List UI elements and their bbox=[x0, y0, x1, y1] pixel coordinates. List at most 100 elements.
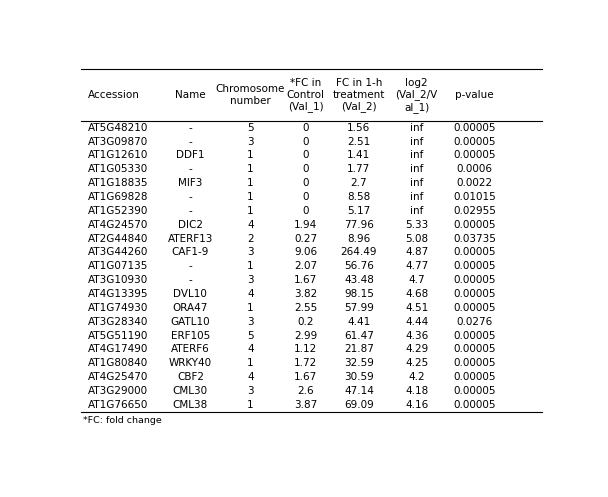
Text: DDF1: DDF1 bbox=[176, 151, 205, 161]
Text: 21.87: 21.87 bbox=[344, 344, 374, 354]
Text: 1.77: 1.77 bbox=[347, 165, 370, 174]
Text: -: - bbox=[188, 123, 192, 133]
Text: 43.48: 43.48 bbox=[344, 275, 374, 285]
Text: 0: 0 bbox=[303, 165, 309, 174]
Text: 0.00005: 0.00005 bbox=[453, 331, 496, 340]
Text: *FC in
Control
(Val_1): *FC in Control (Val_1) bbox=[287, 78, 325, 112]
Text: 0.00005: 0.00005 bbox=[453, 344, 496, 354]
Text: AT3G28340: AT3G28340 bbox=[88, 317, 148, 327]
Text: AT4G13395: AT4G13395 bbox=[88, 289, 148, 299]
Text: 0: 0 bbox=[303, 151, 309, 161]
Text: 1: 1 bbox=[247, 303, 254, 313]
Text: 2.99: 2.99 bbox=[294, 331, 317, 340]
Text: 0.00005: 0.00005 bbox=[453, 261, 496, 271]
Text: Name: Name bbox=[175, 90, 206, 100]
Text: 4: 4 bbox=[247, 344, 254, 354]
Text: 5: 5 bbox=[247, 123, 254, 133]
Text: 0.01015: 0.01015 bbox=[453, 192, 496, 202]
Text: 1.12: 1.12 bbox=[294, 344, 317, 354]
Text: 0.00005: 0.00005 bbox=[453, 372, 496, 382]
Text: inf: inf bbox=[410, 151, 423, 161]
Text: 0.27: 0.27 bbox=[294, 234, 317, 244]
Text: 0: 0 bbox=[303, 137, 309, 147]
Text: 4.44: 4.44 bbox=[405, 317, 428, 327]
Text: 4.25: 4.25 bbox=[405, 358, 428, 368]
Text: 0: 0 bbox=[303, 123, 309, 133]
Text: inf: inf bbox=[410, 192, 423, 202]
Text: 8.58: 8.58 bbox=[347, 192, 370, 202]
Text: ERF105: ERF105 bbox=[171, 331, 210, 340]
Text: 4.68: 4.68 bbox=[405, 289, 428, 299]
Text: 0.2: 0.2 bbox=[297, 317, 314, 327]
Text: 0.00005: 0.00005 bbox=[453, 220, 496, 230]
Text: -: - bbox=[188, 206, 192, 216]
Text: 56.76: 56.76 bbox=[344, 261, 374, 271]
Text: 3.82: 3.82 bbox=[294, 289, 317, 299]
Text: 0.0006: 0.0006 bbox=[457, 165, 492, 174]
Text: 0.0022: 0.0022 bbox=[457, 178, 492, 188]
Text: AT1G80840: AT1G80840 bbox=[88, 358, 148, 368]
Text: AT1G05330: AT1G05330 bbox=[88, 165, 148, 174]
Text: 0.00005: 0.00005 bbox=[453, 358, 496, 368]
Text: 3: 3 bbox=[247, 137, 254, 147]
Text: AT1G69828: AT1G69828 bbox=[88, 192, 148, 202]
Text: inf: inf bbox=[410, 206, 423, 216]
Text: CML38: CML38 bbox=[173, 400, 208, 410]
Text: 2.51: 2.51 bbox=[347, 137, 370, 147]
Text: 0: 0 bbox=[303, 192, 309, 202]
Text: 0.00005: 0.00005 bbox=[453, 303, 496, 313]
Text: 3: 3 bbox=[247, 317, 254, 327]
Text: GATL10: GATL10 bbox=[171, 317, 210, 327]
Text: 2.6: 2.6 bbox=[297, 386, 314, 396]
Text: 0.02955: 0.02955 bbox=[453, 206, 496, 216]
Text: 264.49: 264.49 bbox=[340, 248, 377, 257]
Text: 0.00005: 0.00005 bbox=[453, 123, 496, 133]
Text: 1: 1 bbox=[247, 400, 254, 410]
Text: ORA47: ORA47 bbox=[173, 303, 208, 313]
Text: 0: 0 bbox=[303, 206, 309, 216]
Text: 2.07: 2.07 bbox=[294, 261, 317, 271]
Text: 2.7: 2.7 bbox=[351, 178, 367, 188]
Text: 47.14: 47.14 bbox=[344, 386, 374, 396]
Text: AT5G51190: AT5G51190 bbox=[88, 331, 148, 340]
Text: 4.7: 4.7 bbox=[409, 275, 425, 285]
Text: -: - bbox=[188, 275, 192, 285]
Text: AT3G09870: AT3G09870 bbox=[88, 137, 148, 147]
Text: AT5G48210: AT5G48210 bbox=[88, 123, 148, 133]
Text: AT1G07135: AT1G07135 bbox=[88, 261, 148, 271]
Text: 0.00005: 0.00005 bbox=[453, 275, 496, 285]
Text: 1.56: 1.56 bbox=[347, 123, 370, 133]
Text: AT3G10930: AT3G10930 bbox=[88, 275, 148, 285]
Text: 4: 4 bbox=[247, 289, 254, 299]
Text: AT3G29000: AT3G29000 bbox=[88, 386, 148, 396]
Text: ATERF13: ATERF13 bbox=[168, 234, 213, 244]
Text: 1: 1 bbox=[247, 178, 254, 188]
Text: 0.00005: 0.00005 bbox=[453, 400, 496, 410]
Text: inf: inf bbox=[410, 165, 423, 174]
Text: 3: 3 bbox=[247, 386, 254, 396]
Text: 5.08: 5.08 bbox=[405, 234, 428, 244]
Text: 0.00005: 0.00005 bbox=[453, 386, 496, 396]
Text: AT3G44260: AT3G44260 bbox=[88, 248, 148, 257]
Text: log2
(Val_2/V
al_1): log2 (Val_2/V al_1) bbox=[396, 78, 438, 112]
Text: 4: 4 bbox=[247, 220, 254, 230]
Text: 1.94: 1.94 bbox=[294, 220, 317, 230]
Text: AT1G52390: AT1G52390 bbox=[88, 206, 148, 216]
Text: 3.87: 3.87 bbox=[294, 400, 317, 410]
Text: 0.03735: 0.03735 bbox=[453, 234, 496, 244]
Text: 1: 1 bbox=[247, 151, 254, 161]
Text: 4.36: 4.36 bbox=[405, 331, 428, 340]
Text: 61.47: 61.47 bbox=[344, 331, 374, 340]
Text: 0.00005: 0.00005 bbox=[453, 289, 496, 299]
Text: DIC2: DIC2 bbox=[178, 220, 203, 230]
Text: 69.09: 69.09 bbox=[344, 400, 374, 410]
Text: 30.59: 30.59 bbox=[344, 372, 374, 382]
Text: 0: 0 bbox=[303, 178, 309, 188]
Text: 77.96: 77.96 bbox=[344, 220, 374, 230]
Text: WRKY40: WRKY40 bbox=[169, 358, 212, 368]
Text: inf: inf bbox=[410, 123, 423, 133]
Text: 9.06: 9.06 bbox=[294, 248, 317, 257]
Text: AT2G44840: AT2G44840 bbox=[88, 234, 148, 244]
Text: -: - bbox=[188, 261, 192, 271]
Text: 8.96: 8.96 bbox=[347, 234, 370, 244]
